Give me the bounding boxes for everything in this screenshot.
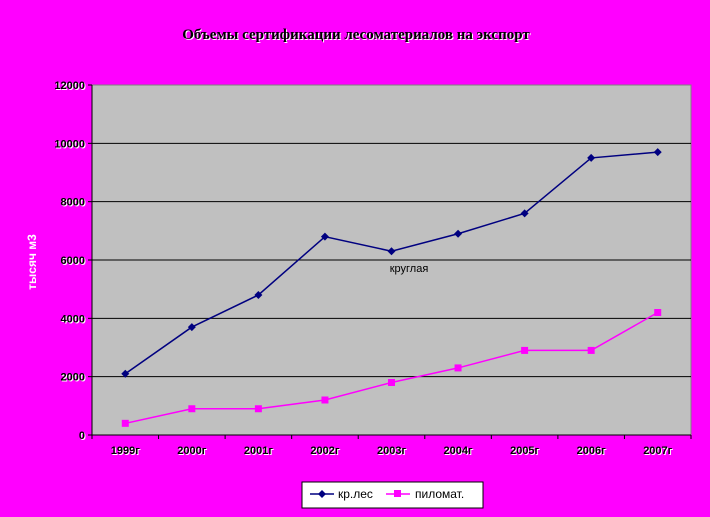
x-tick-label-shadow: 2004г	[445, 446, 474, 458]
x-tick-label-shadow: 2006г	[578, 446, 607, 458]
y-tick-label-shadow: 6000	[62, 256, 86, 268]
data-point-diamond	[121, 369, 130, 378]
y-axis-ticks: 0020002000400040006000600080008000100001…	[54, 80, 92, 443]
x-tick-label-shadow: 2005г	[511, 446, 540, 458]
x-tick-label: 2005г	[510, 445, 539, 457]
data-point-diamond	[520, 209, 529, 218]
data-point-square	[454, 364, 462, 372]
legend-marker-diamond	[318, 490, 326, 498]
y-tick-label: 6000	[61, 255, 85, 267]
x-tick-label: 2000г	[177, 445, 206, 457]
data-point-diamond	[653, 148, 662, 157]
legend-marker-square	[394, 490, 401, 497]
x-tick-label-shadow: 2003г	[378, 446, 407, 458]
x-tick-label: 2003г	[377, 445, 406, 457]
data-point-square	[121, 419, 129, 427]
x-tick-label: 2001г	[244, 445, 273, 457]
x-tick-label-shadow: 2000г	[178, 446, 207, 458]
y-tick-label: 4000	[61, 313, 85, 325]
x-tick-label: 2004г	[444, 445, 473, 457]
y-tick-label-shadow: 4000	[62, 314, 86, 326]
legend-label-pilomat: пиломат.	[415, 487, 464, 501]
chart-title: Объемы сертификации лесоматериалов на эк…	[182, 27, 530, 43]
data-point-square	[521, 346, 529, 354]
y-tick-label-shadow: 12000	[55, 81, 86, 93]
data-point-diamond	[387, 247, 396, 256]
data-point-diamond	[254, 291, 263, 299]
series-layer	[121, 148, 662, 427]
y-tick-label-shadow: 2000	[62, 373, 86, 385]
data-point-diamond	[454, 229, 463, 238]
y-tick-label-shadow: 0	[80, 431, 86, 443]
x-tick-label-shadow: 2007г	[644, 446, 673, 458]
legend-box	[301, 481, 484, 509]
x-tick-label: 1999г	[111, 445, 140, 457]
y-tick-label-shadow: 10000	[55, 139, 86, 151]
x-tick-label: 2002г	[310, 445, 339, 457]
y-tick-label: 12000	[54, 80, 85, 92]
legend: кр.лес пиломат.	[301, 481, 484, 509]
data-point-square	[188, 405, 196, 413]
y-tick-label: 10000	[54, 138, 85, 150]
data-point-diamond	[587, 153, 596, 162]
data-point-square	[254, 405, 262, 413]
x-tick-label: 2007г	[643, 445, 672, 457]
y-tick-label: 0	[79, 430, 85, 442]
x-tick-label-shadow: 2002г	[311, 446, 340, 458]
data-point-diamond	[187, 323, 196, 332]
data-point-square	[654, 309, 662, 316]
x-tick-label-shadow: 1999г	[112, 446, 141, 458]
chart-title-shadow: Объемы сертификации лесоматериалов на эк…	[183, 28, 531, 44]
y-axis-label: тысяч м3	[25, 234, 39, 290]
y-tick-label: 8000	[61, 197, 85, 209]
data-point-square	[321, 396, 329, 404]
x-tick-label: 2006г	[577, 445, 606, 457]
legend-label-krles: кр.лес	[338, 487, 373, 501]
data-point-diamond	[320, 232, 329, 241]
y-tick-label: 2000	[61, 372, 85, 384]
series-annotation: круглая	[390, 263, 429, 275]
y-tick-label-shadow: 8000	[62, 198, 86, 210]
data-point-square	[388, 379, 395, 386]
data-point-square	[587, 346, 595, 354]
x-tick-label-shadow: 2001г	[245, 446, 274, 458]
